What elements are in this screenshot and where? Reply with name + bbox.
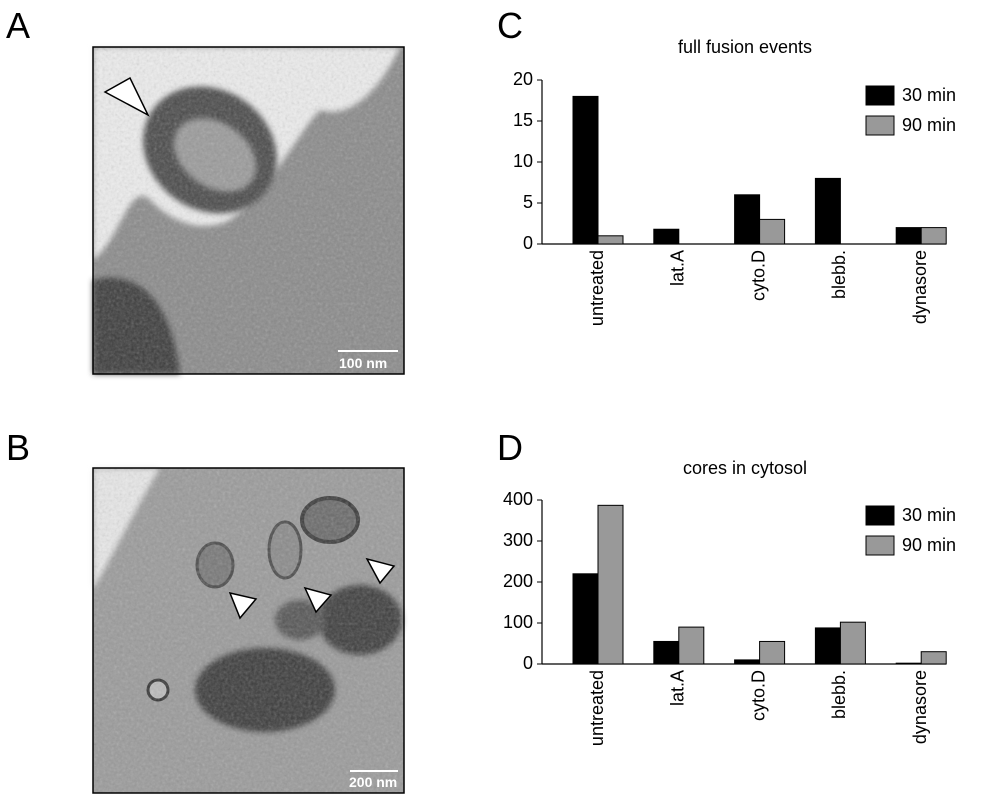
x-tick-label: untreated	[587, 250, 607, 326]
legend-label: 30 min	[902, 85, 956, 105]
bar	[759, 640, 786, 665]
legend-label: 30 min	[902, 505, 956, 525]
bar	[653, 228, 680, 245]
micrograph	[92, 467, 405, 794]
y-tick-label: 5	[523, 192, 533, 212]
y-tick-label: 0	[523, 233, 533, 253]
y-tick-label: 400	[503, 489, 533, 509]
bar	[597, 235, 624, 245]
legend-swatch	[865, 115, 895, 136]
legend-swatch	[865, 535, 895, 556]
y-tick-label: 20	[513, 69, 533, 89]
x-tick-label: blebb.	[829, 250, 849, 299]
legend-swatch	[865, 85, 895, 106]
panel-label: D	[497, 427, 523, 468]
bar	[678, 626, 705, 665]
x-tick-label: untreated	[587, 670, 607, 746]
bar	[814, 177, 841, 245]
panel-label: A	[6, 5, 30, 46]
scale-bar-label: 100 nm	[339, 355, 387, 371]
y-tick-label: 0	[523, 653, 533, 673]
x-tick-label: cyto.D	[748, 670, 768, 721]
bar	[572, 95, 599, 245]
bar	[839, 621, 866, 665]
bar	[597, 504, 624, 665]
micrograph	[92, 46, 405, 375]
y-tick-label: 100	[503, 612, 533, 632]
y-tick-label: 300	[503, 530, 533, 550]
x-tick-label: lat.A	[668, 670, 688, 706]
chart-title: full fusion events	[678, 37, 812, 57]
bar	[895, 662, 922, 665]
legend-label: 90 min	[902, 115, 956, 135]
y-tick-label: 15	[513, 110, 533, 130]
bar	[920, 651, 947, 665]
bar	[734, 194, 761, 245]
panel-label: B	[6, 427, 30, 468]
bar	[759, 218, 786, 245]
legend-label: 90 min	[902, 535, 956, 555]
bar	[572, 573, 599, 665]
panel-label: C	[497, 5, 523, 46]
bar	[895, 227, 922, 245]
legend-swatch	[865, 505, 895, 526]
scale-bar-label: 200 nm	[349, 774, 397, 790]
x-tick-label: cyto.D	[748, 250, 768, 301]
bar	[653, 640, 680, 665]
x-tick-label: dynasore	[910, 670, 930, 744]
bar	[814, 627, 841, 665]
y-tick-label: 10	[513, 151, 533, 171]
x-tick-label: blebb.	[829, 670, 849, 719]
bar	[920, 227, 947, 245]
y-tick-label: 200	[503, 571, 533, 591]
bar	[734, 659, 761, 665]
chart-title: cores in cytosol	[683, 458, 807, 478]
x-tick-label: dynasore	[910, 250, 930, 324]
x-tick-label: lat.A	[668, 250, 688, 286]
